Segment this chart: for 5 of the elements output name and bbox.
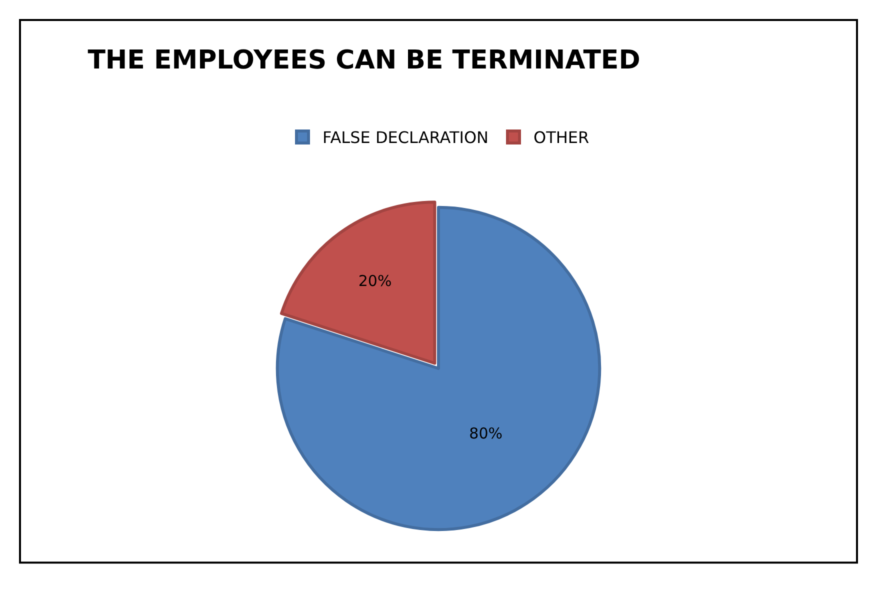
legend-label: OTHER <box>534 128 590 148</box>
data-label: 20% <box>358 272 392 290</box>
legend-label: FALSE DECLARATION <box>322 128 488 148</box>
data-label: 80% <box>469 424 503 443</box>
chart-title: THE EMPLOYEES CAN BE TERMINATED <box>88 45 640 76</box>
